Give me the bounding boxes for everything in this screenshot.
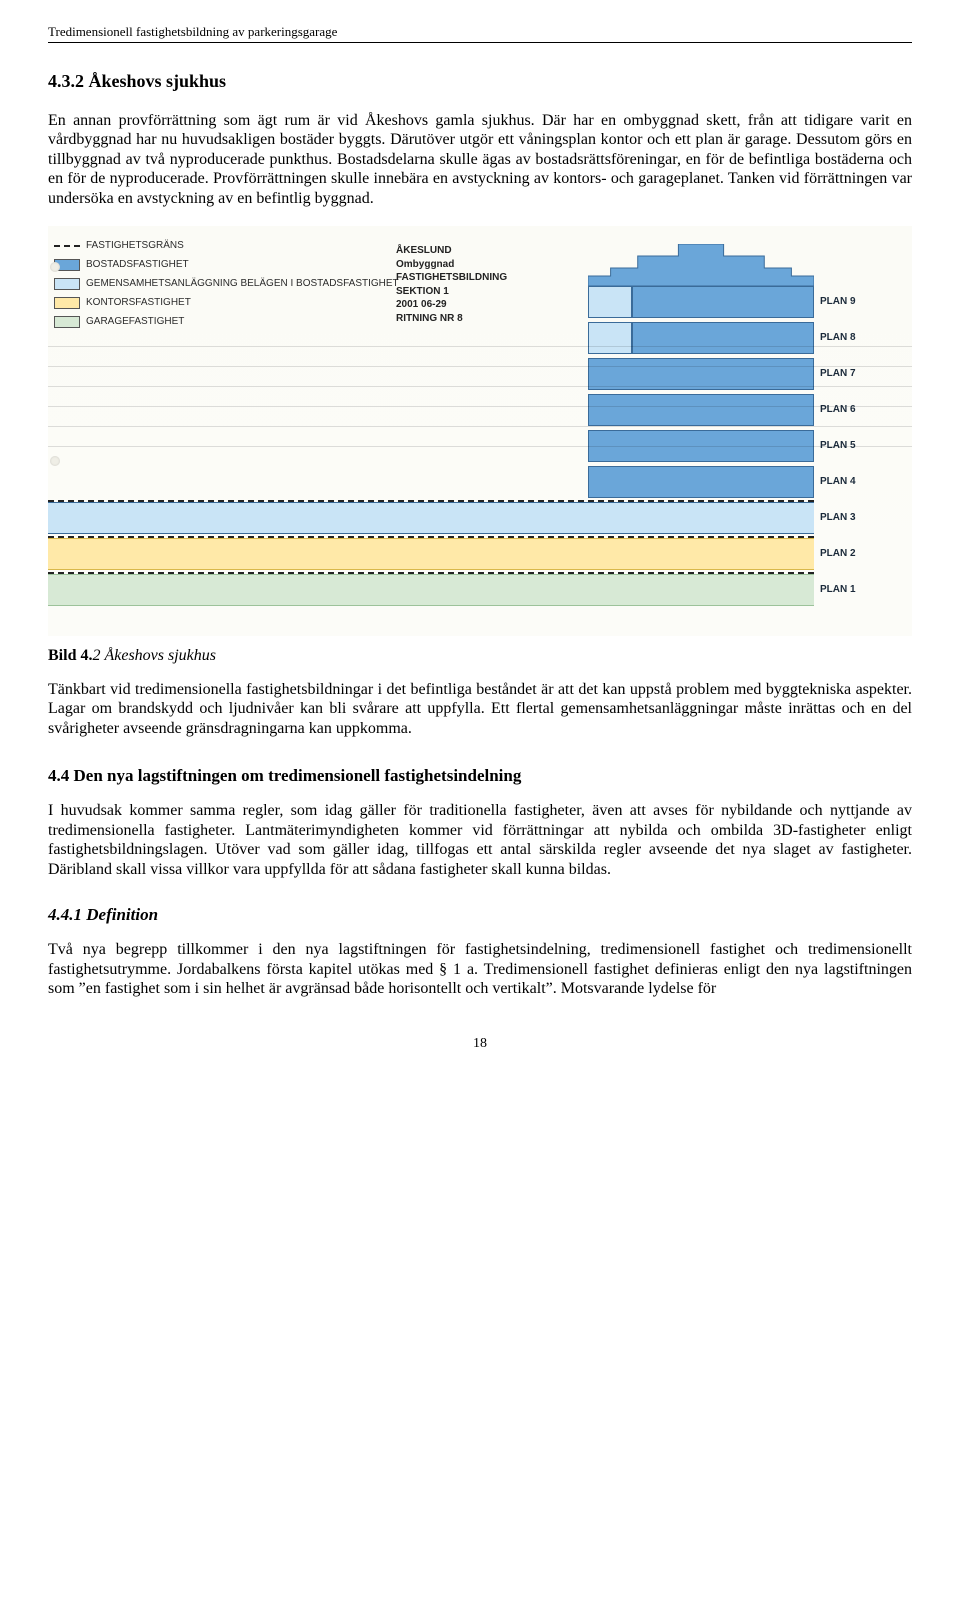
floor-label: PLAN 4 <box>820 476 856 488</box>
floor-label: PLAN 7 <box>820 368 856 380</box>
paragraph-3: I huvudsak kommer samma regler, som idag… <box>48 801 912 879</box>
scan-artifact-line <box>48 406 912 407</box>
building-floor <box>632 286 814 318</box>
figure-akeshovs-section: FASTIGHETSGRÄNS BOSTADSFASTIGHET GEMENSAMH… <box>48 226 912 636</box>
punch-hole <box>50 456 60 466</box>
caption-text: 2 Åkeshovs sjukhus <box>92 647 216 664</box>
titleblock-line: SEKTION 1 <box>396 285 507 299</box>
paragraph-1: En annan provförrättning som ägt rum är … <box>48 111 912 209</box>
titleblock-line: FASTIGHETSBILDNING <box>396 271 507 285</box>
building-floor-recess <box>588 286 632 318</box>
floor-label: PLAN 5 <box>820 440 856 452</box>
titleblock-line: Ombyggnad <box>396 258 507 272</box>
legend-row: KONTORSFASTIGHET <box>54 295 399 310</box>
legend-row: GEMENSAMHETSANLÄGGNING BELÄGEN I BOSTADS… <box>54 276 399 291</box>
legend-label: BOSTADSFASTIGHET <box>86 257 189 272</box>
building-floor <box>632 322 814 354</box>
legend-swatch <box>54 316 80 328</box>
legend-label: GARAGEFASTIGHET <box>86 314 184 329</box>
running-header: Tredimensionell fastighetsbildning av pa… <box>48 24 912 43</box>
property-boundary-line <box>48 536 814 538</box>
building-roof <box>588 244 814 286</box>
property-boundary-line <box>48 500 814 502</box>
paragraph-2: Tänkbart vid tredimensionella fastighets… <box>48 680 912 739</box>
legend-label: FASTIGHETSGRÄNS <box>86 238 184 253</box>
section-4-4-heading: 4.4 Den nya lagstiftningen om tredimensi… <box>48 766 912 787</box>
building-floor-recess <box>588 322 632 354</box>
section-band <box>48 574 814 606</box>
legend-swatch <box>54 278 80 290</box>
floor-label: PLAN 8 <box>820 332 856 344</box>
floor-label: PLAN 2 <box>820 548 856 560</box>
drawing-titleblock: ÅKESLUNDOmbyggnadFASTIGHETSBILDNINGSEKTI… <box>396 244 507 325</box>
legend-row: BOSTADSFASTIGHET <box>54 257 399 272</box>
section-4-4-1-heading: 4.4.1 Definition <box>48 905 912 926</box>
building-floor <box>588 466 814 498</box>
paragraph-4: Två nya begrepp tillkommer i den nya lag… <box>48 940 912 999</box>
legend-row: GARAGEFASTIGHET <box>54 314 399 329</box>
floor-label: PLAN 1 <box>820 584 856 596</box>
scan-artifact-line <box>48 426 912 427</box>
floor-label: PLAN 9 <box>820 296 856 308</box>
titleblock-line: ÅKESLUND <box>396 244 507 258</box>
building-floor <box>588 394 814 426</box>
scan-artifact-line <box>48 446 912 447</box>
page-number: 18 <box>48 1035 912 1052</box>
section-4-3-2-heading: 4.3.2 Åkeshovs sjukhus <box>48 71 912 93</box>
legend-label: GEMENSAMHETSANLÄGGNING BELÄGEN I BOSTADS… <box>86 276 399 291</box>
floor-label: PLAN 6 <box>820 404 856 416</box>
legend: FASTIGHETSGRÄNS BOSTADSFASTIGHET GEMENSAMH… <box>54 238 399 333</box>
scan-artifact-line <box>48 346 912 347</box>
legend-swatch <box>54 297 80 309</box>
titleblock-line: RITNING NR 8 <box>396 312 507 326</box>
figure-caption: Bild 4.2 Åkeshovs sjukhus <box>48 646 912 666</box>
scan-artifact-line <box>48 386 912 387</box>
caption-number: Bild 4. <box>48 647 92 664</box>
legend-label: KONTORSFASTIGHET <box>86 295 191 310</box>
legend-swatch-dash <box>54 245 80 247</box>
section-band <box>48 502 814 534</box>
section-band <box>48 538 814 570</box>
titleblock-line: 2001 06-29 <box>396 298 507 312</box>
floor-label: PLAN 3 <box>820 512 856 524</box>
legend-row: FASTIGHETSGRÄNS <box>54 238 399 253</box>
scan-artifact-line <box>48 366 912 367</box>
property-boundary-line <box>48 572 814 574</box>
